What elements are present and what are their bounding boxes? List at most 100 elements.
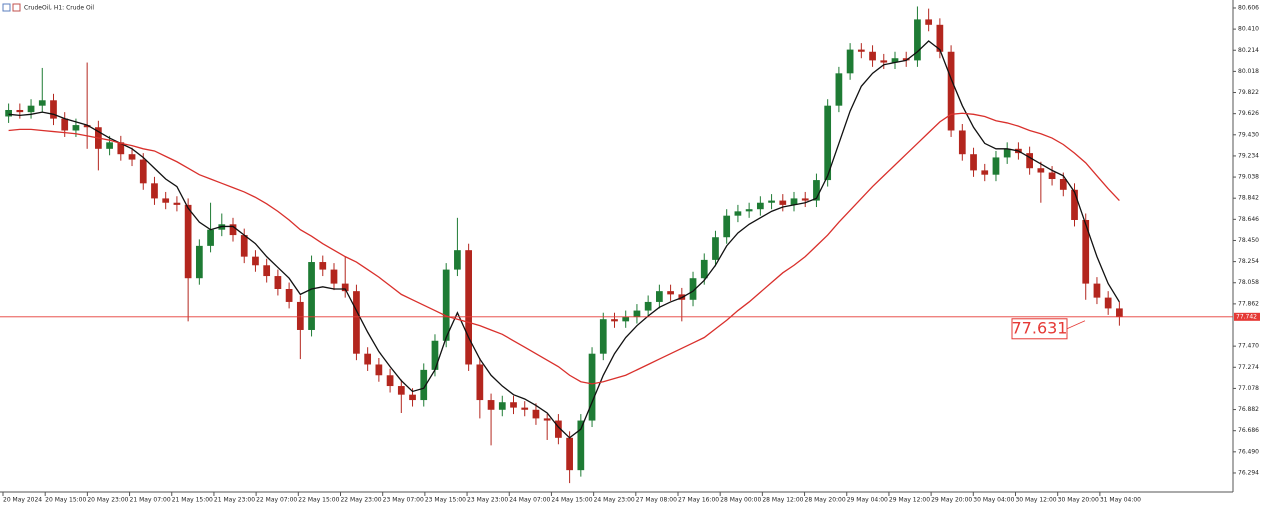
candle-body <box>914 19 921 61</box>
moving-average-line <box>8 40 1120 439</box>
y-tick-label: 79.038 <box>1238 174 1259 181</box>
candle-body <box>813 180 820 201</box>
candle-body <box>397 386 405 395</box>
x-tick-label: 30 May 12:00 <box>1015 497 1056 504</box>
header-icon <box>12 3 21 12</box>
candle-body <box>622 317 630 322</box>
header-icon <box>2 3 11 12</box>
candle-body <box>656 291 663 302</box>
candle-body <box>27 105 35 113</box>
candle-body <box>644 301 652 311</box>
candle-body <box>824 105 832 181</box>
candle-body <box>835 73 843 106</box>
candle-body <box>353 291 360 354</box>
y-tick-label: 78.450 <box>1238 237 1259 244</box>
y-tick-label: 76.882 <box>1238 406 1259 413</box>
y-tick-label: 78.254 <box>1238 258 1259 265</box>
candle-body <box>700 259 708 279</box>
candle-body <box>880 60 888 63</box>
candle-body <box>1003 148 1011 158</box>
candle-body <box>442 269 450 341</box>
candle-body <box>1116 308 1123 318</box>
candle-body <box>386 375 394 387</box>
y-tick-label: 80.018 <box>1238 68 1259 75</box>
x-tick-label: 29 May 20:00 <box>931 497 972 504</box>
candle-body <box>790 198 798 205</box>
x-tick-label: 31 May 04:00 <box>1100 497 1141 504</box>
candle-body <box>173 202 181 205</box>
candle-body <box>409 394 416 401</box>
x-tick-label: 27 May 08:00 <box>636 497 677 504</box>
x-tick-label: 22 May 23:00 <box>340 497 381 504</box>
candle-body <box>981 170 989 175</box>
candle-body <box>117 142 125 155</box>
y-tick-label: 76.490 <box>1238 448 1259 455</box>
candle-body <box>869 51 876 61</box>
candle-body <box>1093 283 1101 298</box>
candle-body <box>756 202 764 210</box>
candle-body <box>240 235 248 257</box>
candle-body <box>510 402 517 408</box>
candle-body <box>308 262 315 330</box>
x-tick-label: 23 May 23:00 <box>467 497 508 504</box>
x-tick-label: 20 May 15:00 <box>45 497 86 504</box>
candle-body <box>633 310 641 318</box>
x-tick-label: 21 May 07:00 <box>130 497 171 504</box>
candle-body <box>128 154 136 160</box>
x-tick-label: 21 May 15:00 <box>172 497 213 504</box>
y-tick-label: 76.294 <box>1238 469 1259 476</box>
x-tick-label: 23 May 15:00 <box>425 497 466 504</box>
x-tick-label: 24 May 07:00 <box>509 497 550 504</box>
candle-body <box>1104 297 1112 309</box>
annotation-label: 77.631 <box>1012 318 1068 337</box>
x-tick-label: 28 May 12:00 <box>762 497 803 504</box>
x-tick-label: 28 May 20:00 <box>805 497 846 504</box>
candle-body <box>958 130 966 155</box>
candle-body <box>970 154 977 171</box>
candle-body <box>106 142 113 149</box>
candle-body <box>285 288 293 302</box>
current-price-box <box>1234 312 1260 321</box>
candle-body <box>296 301 304 330</box>
candle-body <box>734 211 742 216</box>
candle-body <box>857 49 865 52</box>
candle-body <box>745 209 753 212</box>
y-tick-label: 78.058 <box>1238 279 1259 286</box>
candle-body <box>341 283 349 292</box>
candle-body <box>319 262 327 270</box>
x-tick-label: 22 May 07:00 <box>256 497 297 504</box>
candle-body <box>1082 219 1090 284</box>
y-tick-label: 76.686 <box>1238 427 1259 434</box>
x-tick-label: 23 May 07:00 <box>383 497 424 504</box>
y-tick-label: 79.430 <box>1238 131 1259 138</box>
candle-body <box>83 125 91 128</box>
candle-body <box>723 215 731 238</box>
chart-title: CrudeOil, H1: Crude Oil <box>24 5 94 12</box>
candle-body <box>50 100 57 119</box>
candle-body <box>487 400 495 410</box>
candle-body <box>139 159 147 184</box>
candle-body <box>431 340 439 370</box>
candle-body <box>207 229 214 246</box>
candle-body <box>768 200 775 203</box>
candle-body <box>420 369 428 401</box>
candle-body <box>5 109 12 117</box>
y-tick-label: 79.234 <box>1238 152 1259 159</box>
candle-body <box>521 407 529 410</box>
candle-body <box>151 183 158 199</box>
candle-body <box>936 24 944 52</box>
candle-body <box>577 420 585 471</box>
x-tick-label: 28 May 00:00 <box>720 497 761 504</box>
candle-body <box>330 269 338 284</box>
y-tick-label: 78.646 <box>1238 216 1259 223</box>
y-tick-label: 77.274 <box>1238 364 1259 371</box>
x-tick-label: 29 May 12:00 <box>889 497 930 504</box>
x-tick-label: 21 May 23:00 <box>214 497 255 504</box>
candle-body <box>184 204 192 279</box>
candle-body <box>712 237 719 260</box>
candle-body <box>498 402 506 410</box>
candle-body <box>274 276 282 289</box>
y-tick-label: 77.862 <box>1238 300 1259 307</box>
